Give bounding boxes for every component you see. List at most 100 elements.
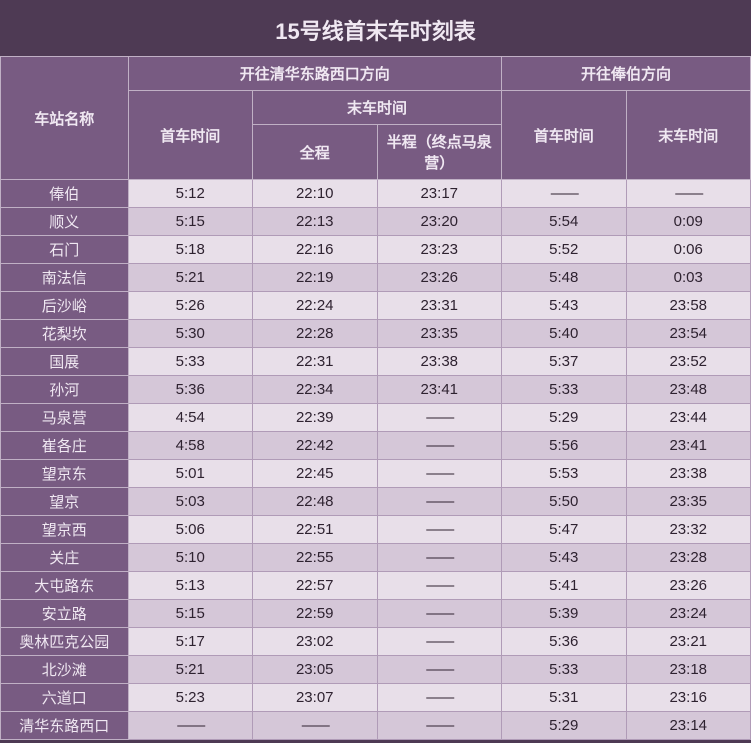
d2-first-cell: 5:29 bbox=[502, 712, 627, 740]
d1-full-cell: 22:10 bbox=[253, 180, 378, 208]
station-cell: 后沙峪 bbox=[1, 292, 129, 320]
table-row: 望京5:0322:48——5:5023:35 bbox=[1, 488, 751, 516]
d1-half-cell: 23:35 bbox=[377, 320, 502, 348]
d2-first-cell: 5:31 bbox=[502, 684, 627, 712]
station-cell: 大屯路东 bbox=[1, 572, 129, 600]
header-dir2-last: 末车时间 bbox=[626, 91, 751, 180]
station-cell: 顺义 bbox=[1, 208, 129, 236]
d1-first-cell: 5:18 bbox=[128, 236, 253, 264]
d2-last-cell: 23:41 bbox=[626, 432, 751, 460]
d1-half-cell: —— bbox=[377, 404, 502, 432]
timetable-container: 15号线首末车时刻表 车站名称 开往清华东路西口方向 开往俸伯方向 首车时间 末… bbox=[0, 0, 751, 740]
station-cell: 俸伯 bbox=[1, 180, 129, 208]
d1-half-cell: —— bbox=[377, 656, 502, 684]
d2-last-cell: 23:32 bbox=[626, 516, 751, 544]
header-dir2-first: 首车时间 bbox=[502, 91, 627, 180]
d1-full-cell: 22:16 bbox=[253, 236, 378, 264]
d1-half-cell: —— bbox=[377, 712, 502, 740]
d2-last-cell: 23:28 bbox=[626, 544, 751, 572]
d2-first-cell: 5:33 bbox=[502, 376, 627, 404]
d1-half-cell: 23:23 bbox=[377, 236, 502, 264]
d1-full-cell: 22:28 bbox=[253, 320, 378, 348]
d1-half-cell: 23:20 bbox=[377, 208, 502, 236]
table-row: 后沙峪5:2622:2423:315:4323:58 bbox=[1, 292, 751, 320]
d2-first-cell: 5:48 bbox=[502, 264, 627, 292]
station-cell: 安立路 bbox=[1, 600, 129, 628]
d1-first-cell: —— bbox=[128, 712, 253, 740]
d2-first-cell: 5:36 bbox=[502, 628, 627, 656]
d1-full-cell: 22:24 bbox=[253, 292, 378, 320]
d1-full-cell: 22:39 bbox=[253, 404, 378, 432]
d2-last-cell: 23:18 bbox=[626, 656, 751, 684]
station-cell: 望京西 bbox=[1, 516, 129, 544]
header-dir1-last: 末车时间 bbox=[253, 91, 502, 125]
d1-half-cell: 23:31 bbox=[377, 292, 502, 320]
d2-last-cell: 23:54 bbox=[626, 320, 751, 348]
d1-first-cell: 5:36 bbox=[128, 376, 253, 404]
table-row: 六道口5:2323:07——5:3123:16 bbox=[1, 684, 751, 712]
d1-first-cell: 5:33 bbox=[128, 348, 253, 376]
d1-half-cell: —— bbox=[377, 488, 502, 516]
d1-first-cell: 5:01 bbox=[128, 460, 253, 488]
header-row-1: 车站名称 开往清华东路西口方向 开往俸伯方向 bbox=[1, 57, 751, 91]
d2-last-cell: 23:24 bbox=[626, 600, 751, 628]
table-row: 马泉营4:5422:39——5:2923:44 bbox=[1, 404, 751, 432]
d2-last-cell: 0:09 bbox=[626, 208, 751, 236]
station-cell: 关庄 bbox=[1, 544, 129, 572]
d2-first-cell: 5:50 bbox=[502, 488, 627, 516]
d1-first-cell: 4:58 bbox=[128, 432, 253, 460]
d1-first-cell: 5:17 bbox=[128, 628, 253, 656]
header-dir1-first: 首车时间 bbox=[128, 91, 253, 180]
table-row: 大屯路东5:1322:57——5:4123:26 bbox=[1, 572, 751, 600]
d1-full-cell: 22:45 bbox=[253, 460, 378, 488]
d1-full-cell: 23:05 bbox=[253, 656, 378, 684]
d1-first-cell: 5:10 bbox=[128, 544, 253, 572]
d1-half-cell: —— bbox=[377, 600, 502, 628]
station-cell: 南法信 bbox=[1, 264, 129, 292]
d1-full-cell: 23:02 bbox=[253, 628, 378, 656]
d1-half-cell: —— bbox=[377, 628, 502, 656]
d2-last-cell: 23:48 bbox=[626, 376, 751, 404]
station-cell: 花梨坎 bbox=[1, 320, 129, 348]
timetable-body: 俸伯5:1222:1023:17————顺义5:1522:1323:205:54… bbox=[1, 180, 751, 740]
header-dir2: 开往俸伯方向 bbox=[502, 57, 751, 91]
d2-last-cell: 23:21 bbox=[626, 628, 751, 656]
d2-first-cell: 5:40 bbox=[502, 320, 627, 348]
table-row: 安立路5:1522:59——5:3923:24 bbox=[1, 600, 751, 628]
d1-first-cell: 5:30 bbox=[128, 320, 253, 348]
table-row: 石门5:1822:1623:235:520:06 bbox=[1, 236, 751, 264]
d2-last-cell: 23:58 bbox=[626, 292, 751, 320]
station-cell: 国展 bbox=[1, 348, 129, 376]
station-cell: 望京 bbox=[1, 488, 129, 516]
d2-last-cell: 0:03 bbox=[626, 264, 751, 292]
d1-full-cell: 22:34 bbox=[253, 376, 378, 404]
d1-full-cell: 22:59 bbox=[253, 600, 378, 628]
d1-first-cell: 5:21 bbox=[128, 264, 253, 292]
d2-first-cell: 5:43 bbox=[502, 292, 627, 320]
table-row: 望京东5:0122:45——5:5323:38 bbox=[1, 460, 751, 488]
station-cell: 石门 bbox=[1, 236, 129, 264]
d1-full-cell: 22:19 bbox=[253, 264, 378, 292]
header-dir1: 开往清华东路西口方向 bbox=[128, 57, 502, 91]
station-cell: 马泉营 bbox=[1, 404, 129, 432]
station-cell: 六道口 bbox=[1, 684, 129, 712]
d1-full-cell: 22:42 bbox=[253, 432, 378, 460]
table-row: 关庄5:1022:55——5:4323:28 bbox=[1, 544, 751, 572]
d2-last-cell: 23:26 bbox=[626, 572, 751, 600]
table-row: 花梨坎5:3022:2823:355:4023:54 bbox=[1, 320, 751, 348]
d1-full-cell: —— bbox=[253, 712, 378, 740]
d2-last-cell: 23:16 bbox=[626, 684, 751, 712]
table-row: 顺义5:1522:1323:205:540:09 bbox=[1, 208, 751, 236]
header-station: 车站名称 bbox=[1, 57, 129, 180]
d1-first-cell: 5:13 bbox=[128, 572, 253, 600]
d1-half-cell: —— bbox=[377, 544, 502, 572]
table-row: 清华东路西口——————5:2923:14 bbox=[1, 712, 751, 740]
d1-full-cell: 22:55 bbox=[253, 544, 378, 572]
d1-half-cell: 23:26 bbox=[377, 264, 502, 292]
d1-half-cell: —— bbox=[377, 516, 502, 544]
station-cell: 望京东 bbox=[1, 460, 129, 488]
d2-first-cell: 5:43 bbox=[502, 544, 627, 572]
header-full: 全程 bbox=[253, 125, 378, 180]
title-row: 15号线首末车时刻表 bbox=[1, 0, 751, 57]
d2-first-cell: 5:41 bbox=[502, 572, 627, 600]
